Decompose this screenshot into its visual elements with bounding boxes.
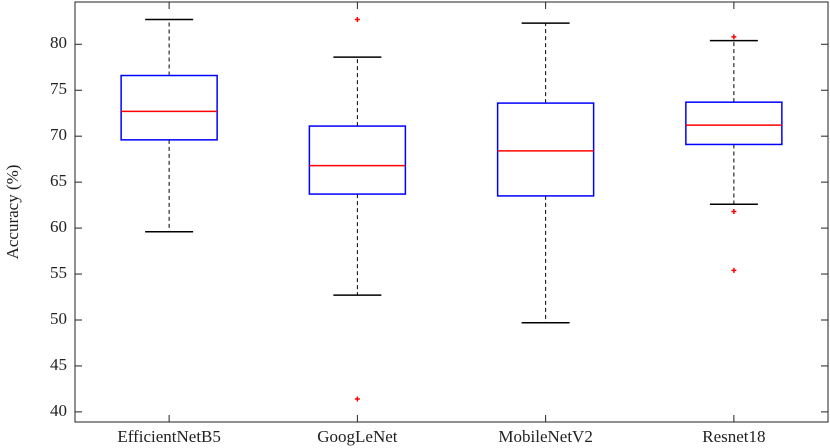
y-tick-label: 45 bbox=[50, 355, 67, 374]
outlier bbox=[354, 396, 360, 402]
y-tick-label: 75 bbox=[50, 79, 67, 98]
x-tick-label: EfficientNetB5 bbox=[117, 427, 221, 446]
outlier bbox=[731, 209, 737, 215]
x-tick-label: Resnet18 bbox=[702, 427, 765, 446]
box bbox=[685, 101, 783, 146]
y-tick-label: 70 bbox=[50, 125, 67, 144]
box bbox=[496, 102, 595, 197]
outlier bbox=[731, 267, 737, 273]
x-tick-label: MobileNetV2 bbox=[498, 427, 592, 446]
y-axis-label: Accuracy (%) bbox=[3, 165, 22, 260]
y-tick-label: 50 bbox=[50, 309, 67, 328]
x-tick-label: GoogLeNet bbox=[317, 427, 398, 446]
y-tick-label: 80 bbox=[50, 33, 67, 52]
outlier bbox=[354, 16, 360, 22]
y-tick-label: 60 bbox=[50, 217, 67, 236]
outlier bbox=[731, 34, 737, 40]
box bbox=[308, 125, 407, 195]
y-tick-label: 40 bbox=[50, 401, 67, 420]
y-tick-label: 55 bbox=[50, 263, 67, 282]
plot-frame bbox=[74, 1, 829, 423]
box bbox=[120, 74, 218, 141]
y-tick-label: 65 bbox=[50, 171, 67, 190]
